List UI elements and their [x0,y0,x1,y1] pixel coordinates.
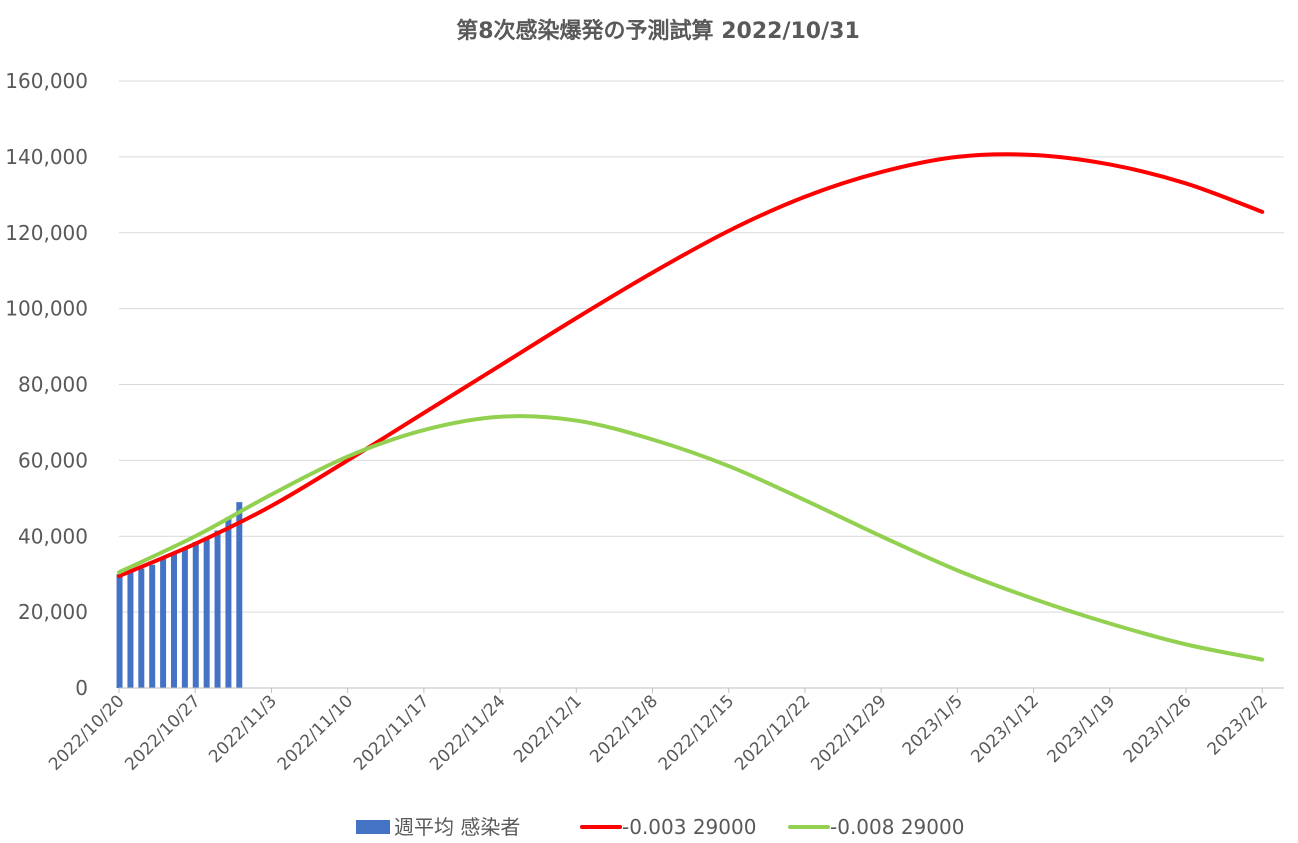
legend-label: -0.008 29000 [830,815,964,839]
x-tick-label: 2022/11/10 [274,691,357,774]
y-tick-label: 120,000 [5,221,88,245]
bar [203,538,210,688]
x-tick-label: 2023/2/2 [1204,691,1272,759]
x-tick-label: 2022/11/24 [426,691,509,774]
y-tick-label: 40,000 [18,524,88,548]
x-tick-label: 2023/1/19 [1044,691,1120,767]
legend-swatch [356,820,390,834]
x-tick-label: 2022/12/22 [731,691,814,774]
x-tick-label: 2022/12/8 [586,691,662,767]
x-tick-label: 2022/12/15 [655,691,738,774]
bar [170,553,177,688]
legend: 週平均 感染者 -0.003 29000 -0.008 29000 [356,815,964,839]
x-tick-label: 2022/10/20 [45,691,128,774]
legend-item: -0.008 29000 [788,815,964,839]
legend-item: 週平均 感染者 [356,815,520,839]
bar [149,564,156,688]
bar [214,530,221,688]
series-line-1 [117,152,1265,579]
x-tick-label: 2022/12/1 [510,691,586,767]
bar [225,517,232,688]
bar [160,559,167,688]
x-tick-label: 2022/11/3 [205,691,281,767]
bar [192,541,199,688]
x-tick-label: 2022/11/17 [350,691,433,774]
gridlines [119,80,1284,613]
x-tick-label: 2022/10/27 [121,691,204,774]
line-series [117,152,1265,662]
y-tick-label: 160,000 [5,69,88,93]
legend-label: 週平均 感染者 [394,815,520,839]
x-tick-label: 2023/1/12 [967,691,1043,767]
bar [236,502,243,688]
y-tick-label: 0 [75,676,88,700]
y-tick-label: 60,000 [18,448,88,472]
bar [181,547,188,688]
legend-item: -0.003 29000 [580,815,756,839]
legend-label: -0.003 29000 [622,815,756,839]
x-tick-label: 2023/1/26 [1120,691,1196,767]
bar [127,570,134,688]
y-tick-label: 80,000 [18,373,88,397]
chart-title: 第8次感染爆発の予測試算 2022/10/31 [456,18,860,44]
bar [138,568,145,688]
series-line-2 [117,414,1265,662]
bar [116,574,123,688]
y-tick-label: 140,000 [5,145,88,169]
x-tick-label: 2023/1/5 [899,691,967,759]
x-tick-label: 2022/12/29 [807,691,890,774]
y-tick-label: 20,000 [18,600,88,624]
y-axis-ticks: 0 20,000 40,000 60,000 80,000 100,000 120,000 1… [5,69,88,700]
bar-series [116,502,243,688]
y-tick-label: 100,000 [5,297,88,321]
